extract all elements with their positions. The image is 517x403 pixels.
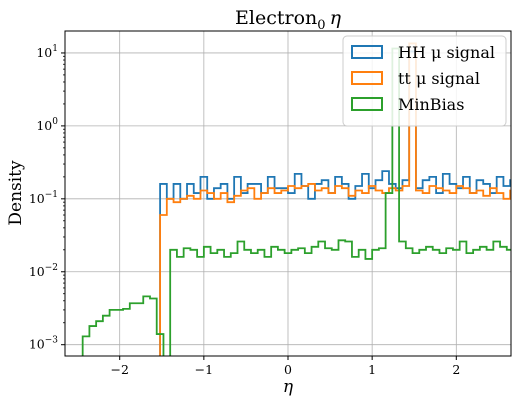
x-tick-label: 0: [284, 362, 292, 377]
legend-swatch: [351, 97, 383, 111]
x-tick-label: −2: [110, 362, 128, 377]
x-tick-label: 1: [368, 362, 376, 377]
y-tick-label: 10−3: [29, 336, 58, 352]
legend-swatch: [351, 71, 383, 85]
legend-entry-label: MinBias: [398, 95, 464, 114]
chart-title: Electron0 η: [235, 7, 342, 33]
y-axis-label: Density: [6, 160, 26, 226]
y-axis: 10−3 10−2 10−1 100 101: [29, 44, 65, 352]
legend: HH μ signal tt μ signal MinBias: [342, 35, 507, 127]
y-tick-label: 100: [36, 117, 58, 133]
y-tick-label: 10−1: [29, 190, 58, 206]
legend-swatch: [351, 45, 383, 59]
y-tick-label: 10−2: [29, 263, 58, 279]
x-tick-label: 2: [452, 362, 460, 377]
legend-entry-label: HH μ signal: [398, 43, 495, 62]
histogram-series: [81, 47, 511, 356]
x-tick-label: −1: [195, 362, 213, 377]
x-axis-label: η: [283, 377, 294, 397]
legend-entry-label: tt μ signal: [398, 69, 480, 88]
x-axis: −2 −1 0 1 2: [110, 356, 460, 377]
y-tick-label: 101: [36, 44, 58, 60]
legend-box: [342, 35, 507, 127]
